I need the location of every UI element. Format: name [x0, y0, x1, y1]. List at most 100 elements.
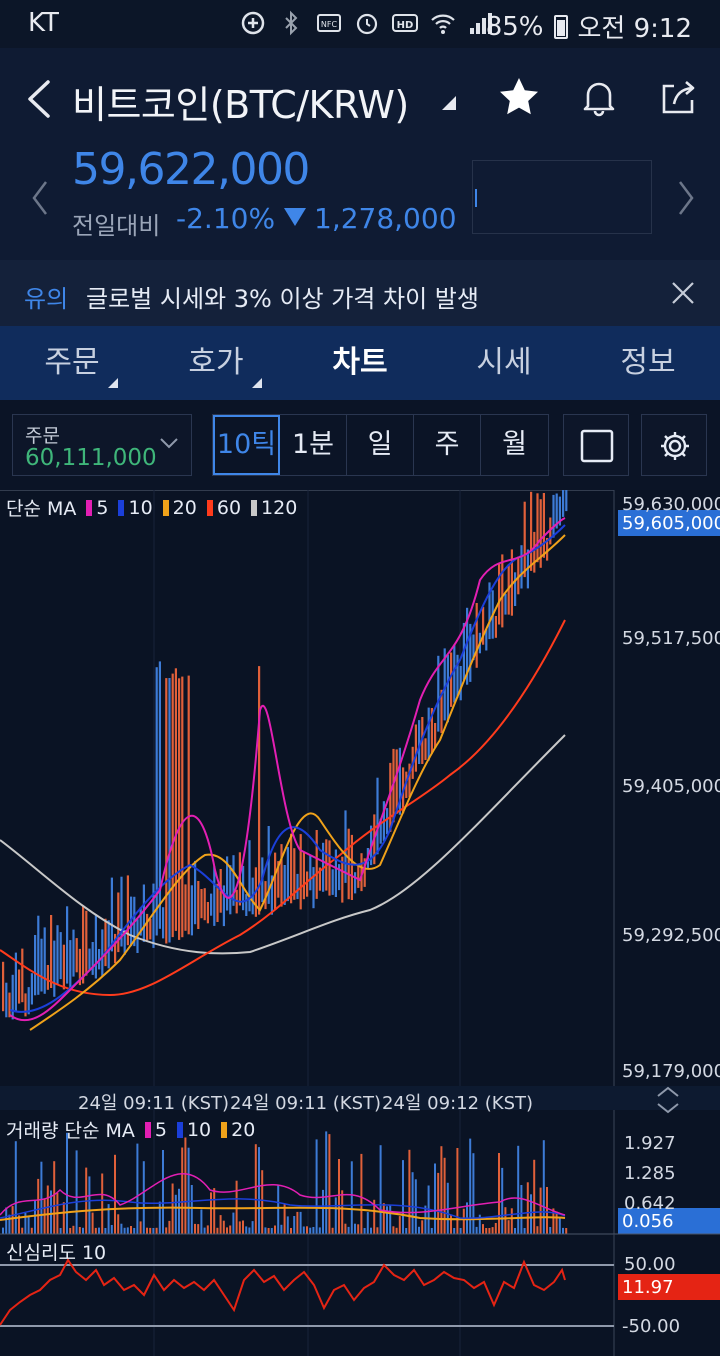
interval-1min[interactable]: 1분: [280, 415, 347, 475]
candle: [101, 929, 104, 976]
tab-orderbook[interactable]: 호가: [144, 326, 288, 400]
volume-bar: [258, 1147, 260, 1234]
candle: [446, 654, 449, 723]
candle: [69, 940, 72, 990]
volume-bar: [517, 1145, 520, 1234]
candle: [277, 861, 280, 898]
volume-current-tag-bg: [618, 1208, 720, 1234]
x-label-0: 24일 09:11 (KST): [78, 1093, 230, 1114]
volume-bar: [37, 1178, 40, 1234]
order-price-select[interactable]: 주문 60,111,000: [12, 414, 192, 476]
volume-bar: [110, 1225, 113, 1234]
coin-title[interactable]: 비트코인(BTC/KRW): [72, 83, 409, 127]
y-tick-4: 59,179,000: [622, 1061, 720, 1082]
bell-icon[interactable]: [576, 74, 622, 120]
candle: [302, 852, 305, 900]
candle: [8, 992, 11, 1018]
candle: [21, 948, 24, 1003]
volume-bar: [558, 1217, 561, 1234]
volume-bar: [66, 1132, 68, 1234]
volume-bar: [312, 1227, 315, 1234]
candle: [290, 833, 293, 904]
candle: [104, 918, 107, 967]
volume-bar: [142, 1161, 145, 1234]
volume-bar: [190, 1185, 193, 1234]
volume-bar: [136, 1143, 139, 1234]
close-icon[interactable]: [670, 280, 696, 306]
mini-chart[interactable]: [472, 160, 652, 234]
tab-order[interactable]: 주문: [0, 326, 144, 400]
next-coin-icon[interactable]: [674, 178, 698, 218]
volume-bar: [24, 1213, 27, 1234]
volume-bar: [418, 1226, 420, 1234]
candle: [440, 689, 443, 733]
candle: [229, 865, 232, 915]
candle: [552, 494, 555, 538]
candle: [40, 938, 43, 992]
vol-ma20-label: 20: [231, 1118, 256, 1141]
volume-bar: [178, 1188, 180, 1234]
status-right: 85% 오전 9:12: [486, 8, 692, 45]
interval-day[interactable]: 일: [347, 415, 414, 475]
volume-bar: [562, 1227, 564, 1234]
volume-bar: [238, 1221, 241, 1234]
volume-bar: [296, 1211, 299, 1234]
volume-bar: [78, 1227, 81, 1234]
vol-tick-2: 0.642: [624, 1193, 676, 1214]
back-icon[interactable]: [20, 76, 60, 122]
volume-bar: [334, 1197, 337, 1234]
ma-legend-label: 단순 MA: [6, 498, 77, 520]
candle: [53, 940, 56, 997]
candle: [331, 869, 334, 895]
volume-bar: [546, 1187, 548, 1234]
tab-chart[interactable]: 차트: [288, 326, 432, 400]
volume-bar: [210, 1192, 212, 1234]
volume-bar: [203, 1227, 206, 1234]
interval-month[interactable]: 월: [502, 429, 527, 460]
fullscreen-button[interactable]: [563, 414, 629, 476]
prev-coin-icon[interactable]: [28, 178, 52, 218]
chevron-down-icon: [160, 438, 178, 449]
candle: [200, 889, 203, 919]
volume-bar: [123, 1227, 126, 1234]
interval-week[interactable]: 주: [414, 415, 481, 475]
chart-area[interactable]: [0, 490, 720, 1356]
candle: [520, 545, 523, 589]
candle: [190, 885, 193, 936]
volume-bar: [494, 1223, 497, 1234]
volume-bar: [248, 1227, 251, 1234]
volume-bar: [229, 1225, 232, 1234]
candle: [120, 876, 123, 947]
volume-bar: [245, 1226, 248, 1234]
volume-bar: [347, 1226, 350, 1234]
ma60-swatch: [206, 499, 213, 516]
candle: [114, 933, 117, 964]
scroll-arrows-icon[interactable]: [657, 1086, 679, 1114]
settings-button[interactable]: [641, 414, 707, 476]
interval-10tick[interactable]: 10틱: [213, 415, 280, 475]
volume-bar: [325, 1131, 328, 1234]
volume-bar: [94, 1227, 97, 1234]
volume-bar: [226, 1227, 228, 1234]
tab-quotes[interactable]: 시세: [432, 326, 576, 400]
volume-bar: [43, 1199, 46, 1234]
candle: [152, 883, 155, 948]
candle: [475, 603, 478, 668]
volume-bar: [187, 1147, 190, 1234]
volume-bar: [11, 1206, 14, 1234]
volume-bar: [117, 1214, 120, 1234]
tab-info[interactable]: 정보: [576, 326, 720, 400]
volume-bar: [475, 1226, 478, 1234]
candle: [162, 907, 165, 939]
tab-label: 호가: [188, 345, 244, 380]
volume-bar: [491, 1227, 494, 1234]
share-icon[interactable]: [656, 74, 702, 120]
volume-bar: [306, 1226, 308, 1234]
nfc-icon: NFC: [317, 14, 341, 32]
candle: [434, 723, 437, 748]
clock: 오전 9:12: [577, 14, 693, 44]
title-dropdown-icon[interactable]: [440, 94, 456, 110]
candle: [437, 655, 440, 732]
candle: [296, 873, 299, 900]
star-icon[interactable]: [496, 74, 542, 120]
